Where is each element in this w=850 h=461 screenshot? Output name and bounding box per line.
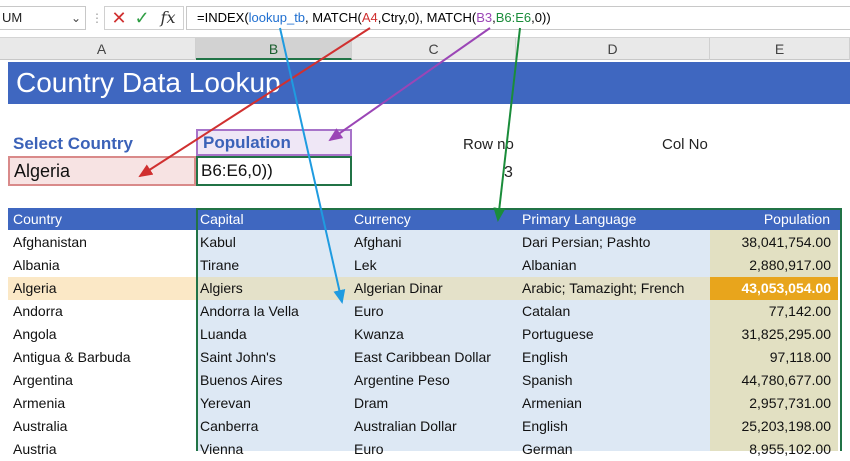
cell-currency[interactable]: Euro [354, 303, 384, 319]
population-label[interactable]: Population [196, 129, 352, 156]
enter-icon[interactable]: ✓ [134, 8, 150, 28]
name-box[interactable]: UM [0, 6, 86, 30]
formula-token: B3 [476, 10, 493, 25]
sheet-title[interactable]: Country Data Lookup [8, 62, 850, 104]
cell-language[interactable]: Albanian [522, 257, 577, 273]
row-no-value[interactable]: 3 [504, 164, 513, 181]
cell-country[interactable]: Antigua & Barbuda [13, 349, 131, 365]
formula-token: , MATCH( [305, 10, 362, 25]
cell-language[interactable]: Armenian [522, 395, 582, 411]
formula-token: ,0)) [531, 10, 551, 25]
column-header-b[interactable]: B [196, 38, 352, 60]
table-header-language[interactable]: Primary Language [522, 211, 637, 227]
cell-currency[interactable]: Afghani [354, 234, 402, 250]
cell-population[interactable]: 38,041,754.00 [741, 234, 831, 250]
cell-population[interactable]: 77,142.00 [768, 303, 831, 319]
cell-currency[interactable]: Lek [354, 257, 377, 273]
cell-currency[interactable]: Dram [354, 395, 389, 411]
cell-population[interactable]: 31,825,295.00 [741, 326, 831, 342]
cell-language[interactable]: Catalan [522, 303, 571, 319]
formula-token: lookup_tb [248, 10, 306, 25]
cell-capital[interactable]: Algiers [200, 280, 243, 296]
formula-token: ,Ctry,0), MATCH( [377, 10, 477, 25]
cell-currency[interactable]: Algerian Dinar [354, 280, 443, 296]
cell-country[interactable]: Argentina [13, 372, 73, 388]
result-cell-highlight [710, 277, 838, 300]
cell-population[interactable]: 44,780,677.00 [741, 372, 831, 388]
cell-country[interactable]: Albania [13, 257, 60, 273]
table-header-country[interactable]: Country [13, 211, 63, 227]
population-column-shade [710, 230, 838, 451]
population-formula-cell[interactable]: B6:E6,0)) [196, 156, 352, 186]
cell-country[interactable]: Afghanistan [13, 234, 87, 250]
formula-input[interactable]: =INDEX(lookup_tb, MATCH(A4,Ctry,0), MATC… [186, 6, 850, 30]
cell-capital[interactable]: Buenos Aires [200, 372, 283, 388]
column-header-d[interactable]: D [516, 38, 710, 60]
cell-currency[interactable]: Kwanza [354, 326, 404, 342]
cell-language[interactable]: English [522, 349, 568, 365]
cell-currency[interactable]: Argentine Peso [354, 372, 450, 388]
lookup-range-frame [196, 208, 842, 451]
cell-population[interactable]: 97,118.00 [769, 349, 831, 365]
cell-capital[interactable]: Andorra la Vella [200, 303, 299, 319]
table-header-currency[interactable]: Currency [354, 211, 411, 227]
cancel-icon[interactable]: ✕ [111, 8, 127, 28]
cell-country[interactable]: Australia [13, 418, 68, 434]
cell-country[interactable]: Angola [13, 326, 57, 342]
formula-token: A4 [361, 10, 378, 25]
grip-icon: ⋮ [91, 11, 103, 25]
col-no-label[interactable]: Col No [662, 136, 708, 153]
cell-population[interactable]: 2,957,731.00 [749, 395, 831, 411]
cell-capital[interactable]: Yerevan [200, 395, 251, 411]
cell-capital[interactable]: Luanda [200, 326, 247, 342]
cell-capital[interactable]: Canberra [200, 418, 259, 434]
cell-population[interactable]: 2,880,917.00 [749, 257, 831, 273]
cell-capital[interactable]: Kabul [200, 234, 236, 250]
cell-language[interactable]: Dari Persian; Pashto [522, 234, 651, 250]
cell-language[interactable]: English [522, 418, 568, 434]
formula-token: , [492, 10, 496, 25]
table-header-capital[interactable]: Capital [200, 211, 244, 227]
chevron-down-icon[interactable]: ⌄ [70, 11, 82, 25]
select-country-label[interactable]: Select Country [13, 134, 133, 153]
country-input-cell[interactable]: Algeria [8, 156, 196, 186]
formula-token: =INDEX( [197, 10, 249, 25]
cell-language[interactable]: Portuguese [522, 326, 594, 342]
cell-language[interactable]: Spanish [522, 372, 573, 388]
cell-country[interactable]: Armenia [13, 395, 66, 411]
cell-language[interactable]: Arabic; Tamazight; French [522, 280, 685, 296]
cell-country[interactable]: Algeria [13, 280, 57, 296]
cell-country[interactable]: Austria [13, 441, 57, 457]
column-header-a[interactable]: A [8, 38, 196, 60]
column-header-c[interactable]: C [352, 38, 516, 60]
cell-population[interactable]: 25,203,198.00 [741, 418, 831, 434]
cell-capital[interactable]: Tirane [200, 257, 240, 273]
cell-country[interactable]: Andorra [13, 303, 63, 319]
column-header-e[interactable]: E [710, 38, 850, 60]
cell-currency[interactable]: Australian Dollar [354, 418, 457, 434]
row-no-label[interactable]: Row no [463, 136, 514, 153]
table-header [8, 208, 842, 230]
formula-token: B6:E6 [495, 10, 532, 25]
cell-population[interactable]: 43,053,054.00 [741, 280, 831, 296]
table-header-population[interactable]: Population [763, 211, 830, 227]
cell-capital[interactable]: Saint John's [200, 349, 276, 365]
cell-currency[interactable]: East Caribbean Dollar [354, 349, 491, 365]
insert-function-icon[interactable]: fx [160, 8, 176, 27]
